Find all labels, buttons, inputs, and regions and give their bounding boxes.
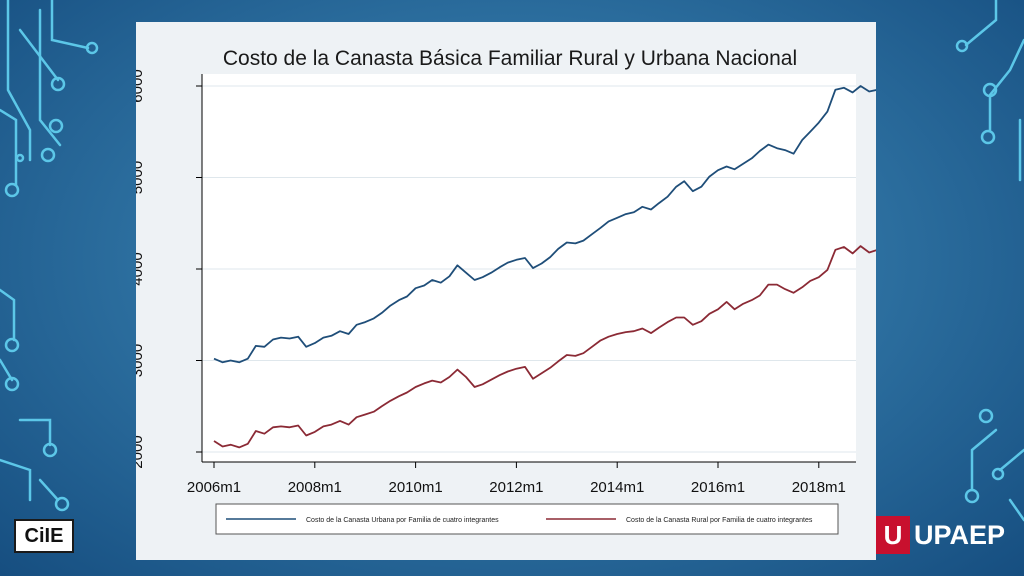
gridlines — [202, 85, 856, 453]
legend-entry-rural: Costo de la Canasta Rural por Familia de… — [546, 517, 813, 524]
series-lines — [213, 85, 876, 449]
upaep-logo-text: UPAEP — [914, 519, 1006, 550]
upaep-logo-mark: U — [876, 516, 910, 554]
y-tick-label-6000: 6000 — [136, 69, 146, 102]
x-tick-label-2016: 2016m1 — [691, 479, 745, 496]
legend-label-urbana: Costo de la Canasta Urbana por Familia d… — [306, 517, 499, 524]
chart-panel: 2000 3000 4000 5000 6000 2006m1 2008m1 2010m1 2… — [136, 22, 876, 560]
x-tick-label-2008: 2008m1 — [288, 479, 342, 496]
x-tick-label-2006: 2006m1 — [187, 479, 241, 496]
upaep-logo: U UPAEP — [876, 516, 1016, 554]
chart-title: Costo de la Canasta Básica Familiar Rura… — [223, 47, 797, 70]
y-tick-label-5000: 5000 — [136, 161, 146, 194]
plot-area — [202, 74, 856, 462]
legend-entry-urbana: Costo de la Canasta Urbana por Familia d… — [226, 517, 499, 524]
legend-box — [215, 503, 839, 535]
x-tick-label-2014: 2014m1 — [590, 479, 644, 496]
legend-label-rural: Costo de la Canasta Rural por Familia de… — [626, 517, 813, 524]
y-tick-label-3000: 3000 — [136, 344, 146, 377]
x-tick-label-2018: 2018m1 — [792, 479, 846, 496]
ciie-logo: CiIE — [14, 519, 74, 553]
x-tick-label-2012: 2012m1 — [489, 479, 543, 496]
ciie-logo-text: CiIE — [24, 524, 64, 547]
series-line-rural — [213, 245, 876, 449]
y-tick-label-2000: 2000 — [136, 435, 146, 468]
y-axis-ticks: 2000 3000 4000 5000 6000 — [136, 69, 202, 469]
series-line-urbana — [213, 85, 876, 364]
x-axis-ticks: 2006m1 2008m1 2010m1 2012m1 2014m1 2016m1 2018… — [187, 462, 846, 496]
x-tick-label-2010: 2010m1 — [388, 479, 442, 496]
y-tick-label-4000: 4000 — [136, 252, 146, 285]
